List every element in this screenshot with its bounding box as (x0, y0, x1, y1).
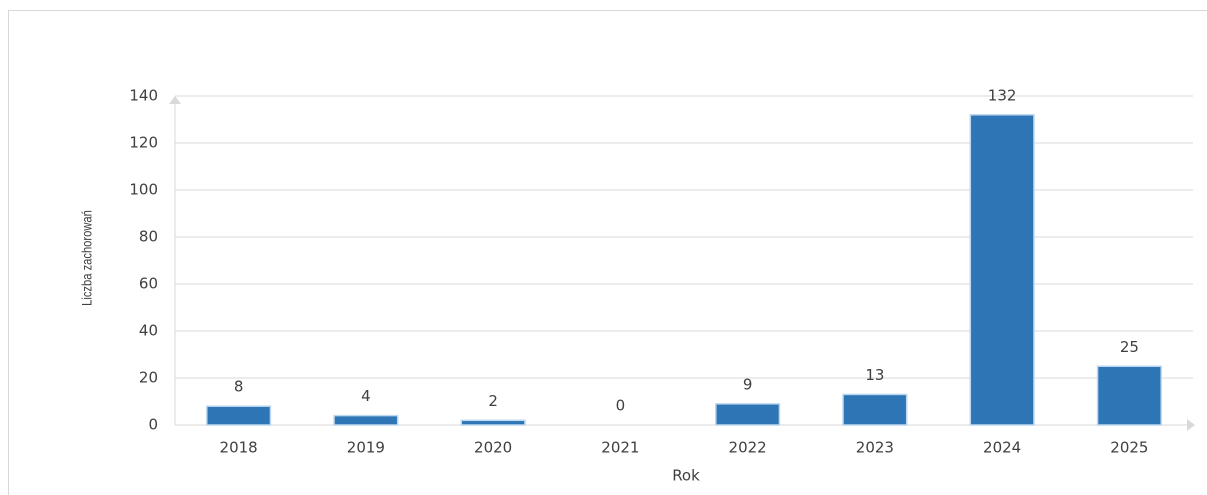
y-tick-label: 100 (129, 181, 158, 199)
x-tick-label: 2022 (729, 439, 767, 457)
y-axis-arrow (169, 96, 181, 104)
data-label: 13 (865, 366, 884, 384)
data-label: 8 (234, 378, 244, 396)
x-tick-label: 2019 (347, 439, 385, 457)
y-tick-label: 140 (129, 87, 158, 105)
data-label: 0 (616, 397, 626, 415)
bar (969, 114, 1035, 426)
x-tick-label: 2025 (1110, 439, 1148, 457)
bar (333, 414, 399, 426)
x-tick-label: 2023 (856, 439, 894, 457)
chart-frame (8, 10, 1207, 495)
data-label: 25 (1120, 338, 1139, 356)
bar (715, 403, 781, 426)
data-label: 2 (488, 392, 498, 410)
data-label: 4 (361, 387, 371, 405)
y-axis-title: Liczba zachorowań (80, 210, 95, 306)
x-tick-label: 2021 (601, 439, 639, 457)
x-axis-title: Rok (672, 467, 700, 485)
x-tick-label: 2020 (474, 439, 512, 457)
y-tick-label: 40 (139, 322, 158, 340)
x-axis-arrow (1187, 419, 1195, 431)
y-tick-label: 0 (148, 416, 158, 434)
x-tick-label: 2024 (983, 439, 1021, 457)
x-tick-label: 2018 (220, 439, 258, 457)
y-tick-label: 120 (129, 134, 158, 152)
data-label: 9 (743, 375, 753, 393)
bar (842, 393, 908, 426)
bar (460, 419, 526, 426)
y-tick-label: 60 (139, 275, 158, 293)
bar (1096, 365, 1162, 426)
y-tick-label: 80 (139, 228, 158, 246)
y-tick-label: 20 (139, 369, 158, 387)
data-label: 132 (988, 86, 1017, 104)
bar (206, 405, 272, 426)
